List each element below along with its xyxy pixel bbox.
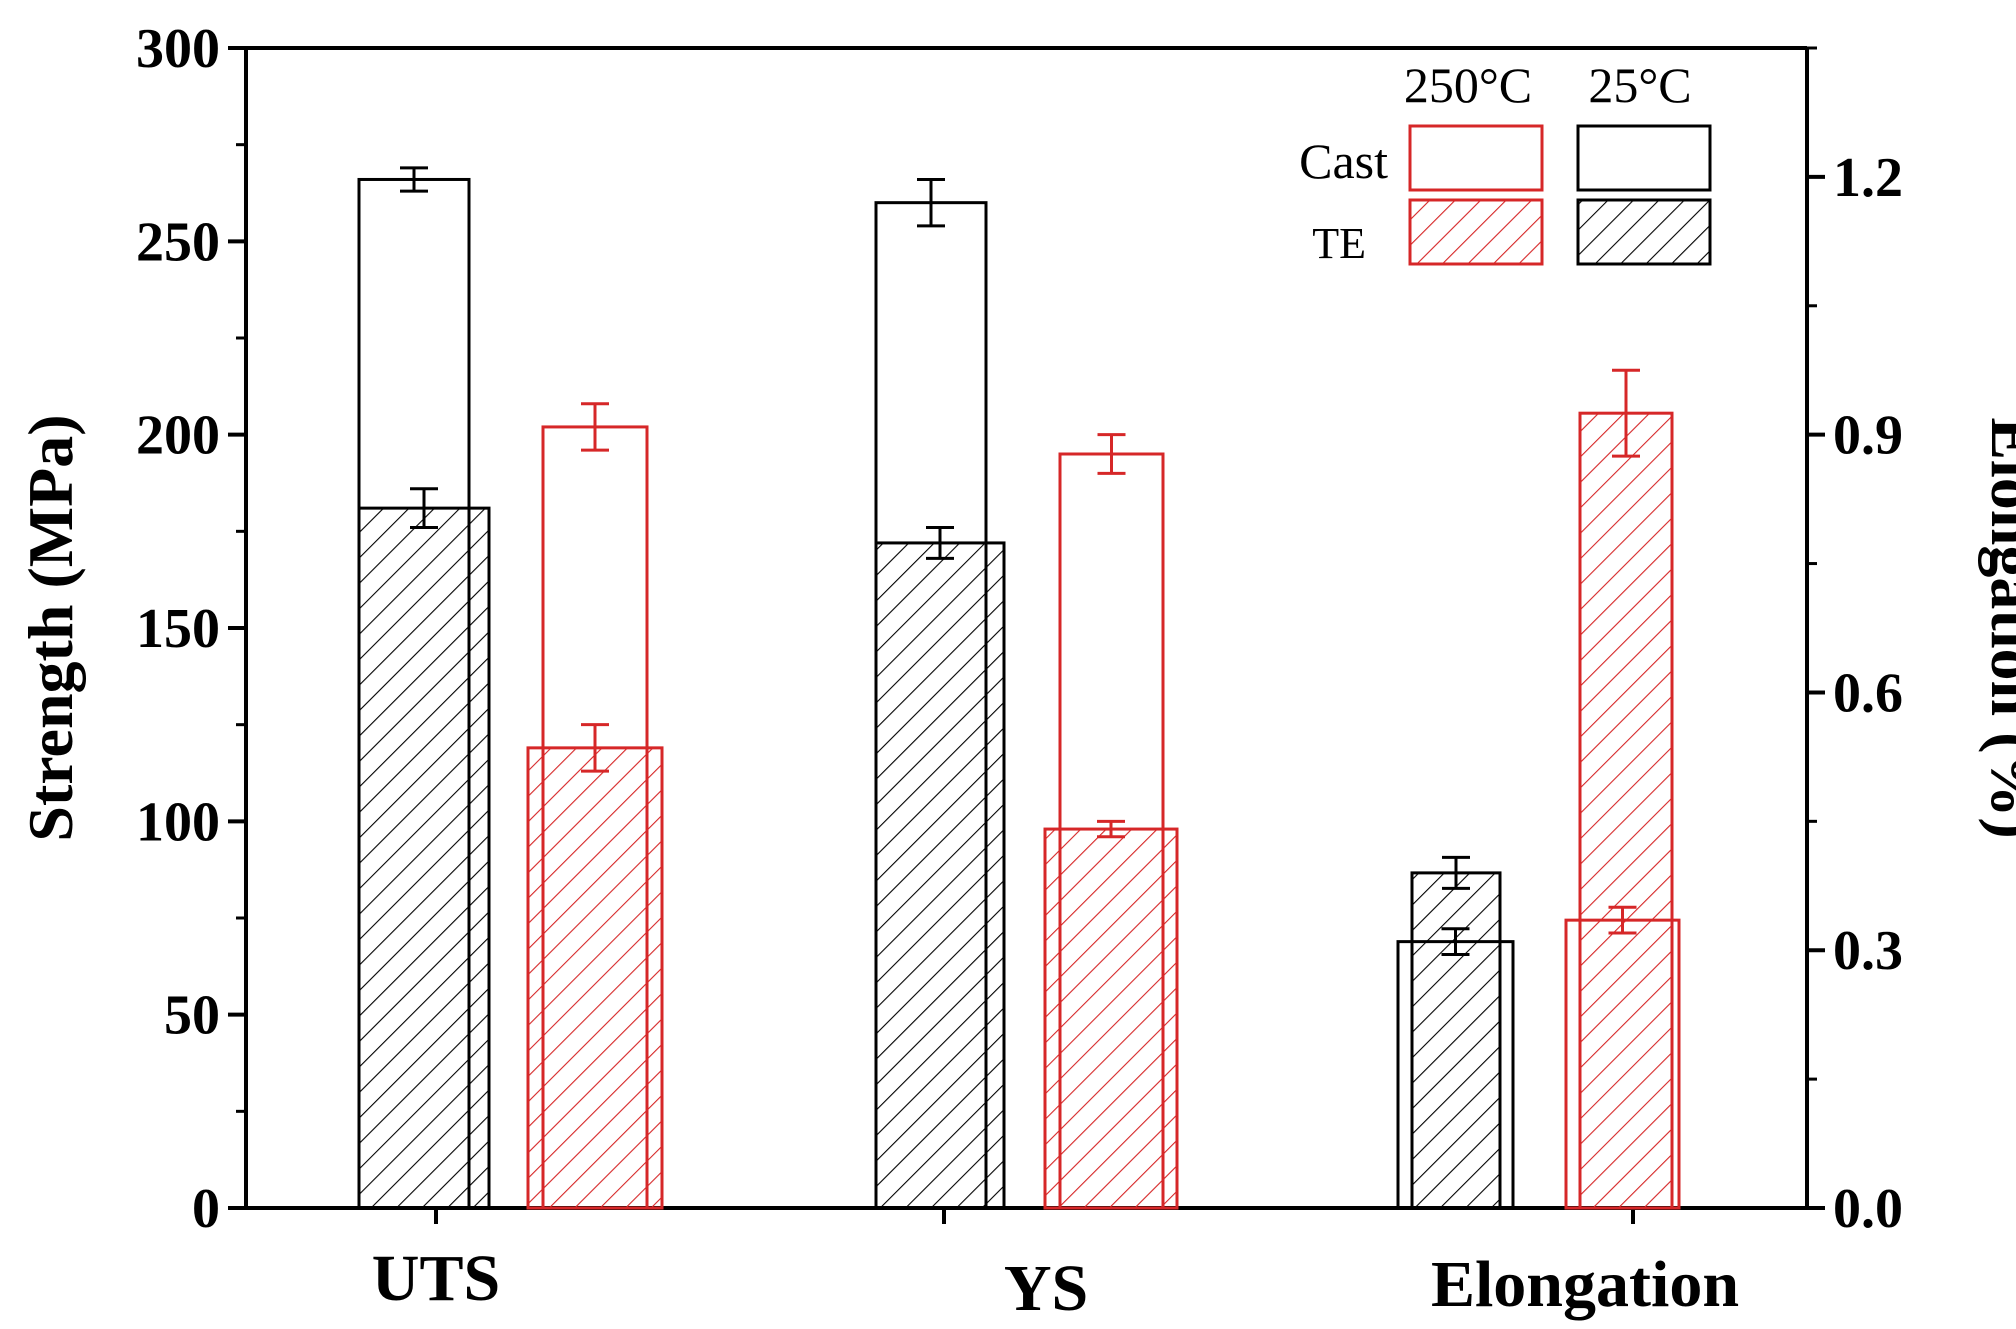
right-tick-label: 0.0 (1833, 1178, 1903, 1240)
category-label-elongation: Elongation (1431, 1248, 1739, 1321)
legend-swatch-te-250c (1408, 198, 1544, 266)
bar-te-250-c-elongation (1578, 411, 1674, 1210)
right-tick-label: 0.9 (1833, 405, 1903, 467)
right-tick-label: 1.2 (1833, 147, 1903, 209)
legend-col-250c: 250°C (1404, 57, 1532, 113)
category-label-uts: UTS (372, 1242, 500, 1315)
legend-row-te: TE (1312, 219, 1366, 268)
left-axis-ticks: 0 50 100 150 200 250 300 (136, 18, 246, 1240)
bar-te-250-c-ys (1043, 827, 1179, 1210)
right-tick-label: 0.6 (1833, 662, 1903, 724)
legend-row-cast: Cast (1299, 133, 1388, 189)
left-tick-label: 0 (192, 1178, 220, 1240)
bar-te-25-c-ys (874, 541, 1006, 1210)
legend-swatch-cast-250c (1408, 124, 1544, 192)
right-tick-label: 0.3 (1833, 920, 1903, 982)
right-axis-ticks: 0.0 0.3 0.6 0.9 1.2 (1807, 46, 1903, 1240)
left-tick-label: 100 (136, 791, 220, 853)
left-tick-label: 50 (164, 985, 220, 1047)
right-axis-title: Elongation (%) (1978, 417, 2016, 838)
bar-te-250-c-uts (526, 746, 664, 1210)
legend-swatch-te-25c (1576, 198, 1712, 266)
left-axis-title: Strength (MPa) (15, 414, 86, 841)
category-label-ys: YS (1004, 1252, 1088, 1325)
legend-col-25c: 25°C (1588, 57, 1691, 113)
legend: 250°C 25°C Cast TE (1299, 57, 1712, 268)
bar-te-25-c-elongation (1410, 871, 1502, 1210)
left-tick-label: 150 (136, 598, 220, 660)
left-tick-label: 200 (136, 405, 220, 467)
bars-group (357, 166, 1681, 1210)
left-tick-label: 250 (136, 211, 220, 273)
legend-swatch-cast-25c (1576, 124, 1712, 192)
left-tick-label: 300 (136, 18, 220, 80)
bar-te-25-c-uts (357, 506, 491, 1210)
